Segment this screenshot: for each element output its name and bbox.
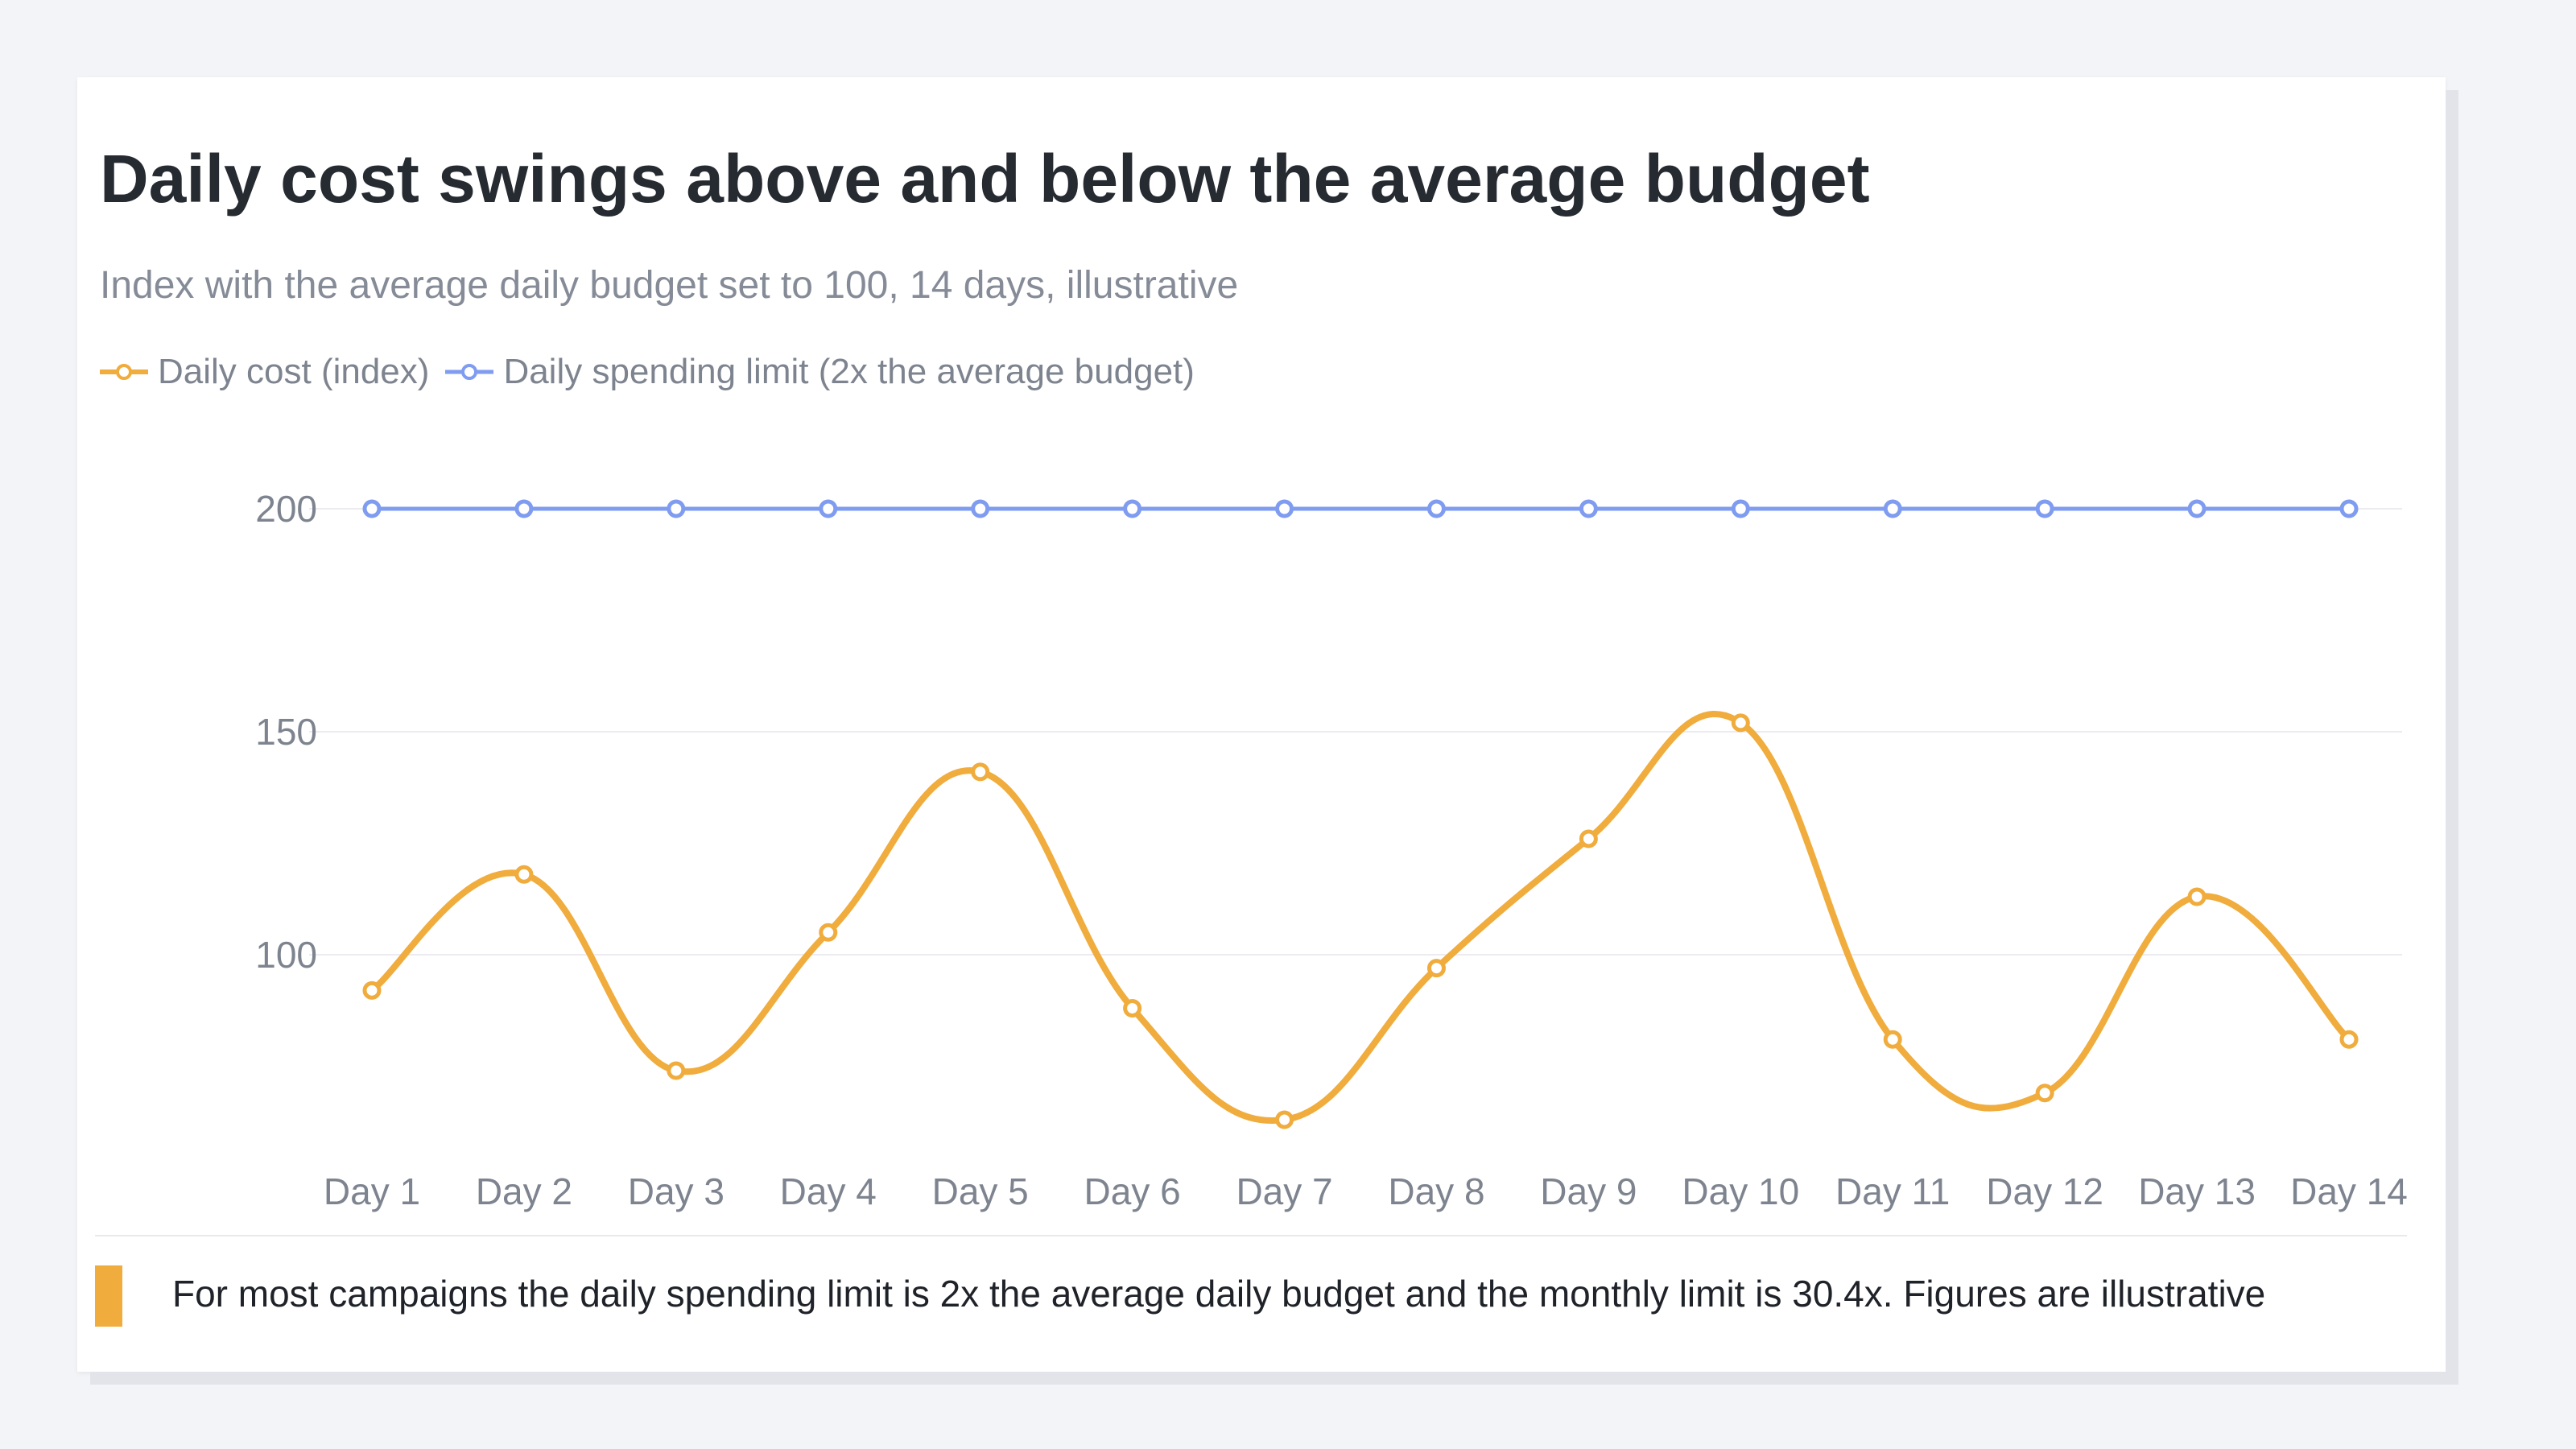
data-point-limit-day-3: [667, 499, 686, 518]
data-point-cost-day-6: [1123, 998, 1142, 1018]
data-point-cost-day-12: [2035, 1084, 2054, 1103]
data-point-cost-day-4: [819, 923, 838, 942]
data-point-cost-day-8: [1426, 959, 1446, 978]
x-tick-label-14: Day 14: [2290, 1170, 2408, 1212]
x-tick-label-4: Day 4: [780, 1170, 877, 1212]
x-tick-label-8: Day 8: [1388, 1170, 1484, 1212]
chart-subtitle: Index with the average daily budget set …: [100, 264, 1239, 307]
x-tick-label-3: Day 3: [628, 1170, 724, 1212]
data-point-limit-day-5: [971, 499, 990, 518]
y-tick-label-100: 100: [255, 934, 317, 976]
data-point-limit-day-13: [2187, 499, 2207, 518]
y-tick-label-200: 200: [255, 488, 317, 530]
legend-swatch-limit: [445, 364, 494, 380]
data-point-limit-day-8: [1426, 499, 1446, 518]
data-point-limit-day-4: [819, 499, 838, 518]
x-tick-label-12: Day 12: [1986, 1170, 2103, 1212]
legend-label-limit: Daily spending limit (2x the average bud…: [503, 352, 1195, 391]
data-point-cost-day-3: [667, 1061, 686, 1080]
data-point-limit-day-11: [1883, 499, 1902, 518]
x-tick-label-9: Day 9: [1540, 1170, 1637, 1212]
chart-title: Daily cost swings above and below the av…: [100, 141, 1870, 217]
x-tick-label-1: Day 1: [324, 1170, 420, 1212]
x-tick-label-13: Day 13: [2138, 1170, 2256, 1212]
data-point-cost-day-10: [1731, 713, 1750, 733]
data-point-cost-day-7: [1275, 1110, 1294, 1129]
x-tick-label-11: Day 11: [1835, 1170, 1950, 1212]
legend-item-limit[interactable]: Daily spending limit (2x the average bud…: [445, 352, 1195, 392]
y-tick-label-150: 150: [255, 711, 317, 753]
data-point-limit-day-7: [1275, 499, 1294, 518]
data-point-cost-day-13: [2187, 887, 2207, 906]
legend-label-cost: Daily cost (index): [158, 352, 430, 391]
footer-divider: [95, 1235, 2407, 1236]
note-accent-bar: [95, 1265, 122, 1327]
x-tick-label-6: Day 6: [1084, 1170, 1181, 1212]
x-tick-label-10: Day 10: [1682, 1170, 1799, 1212]
data-point-limit-day-12: [2035, 499, 2054, 518]
data-point-cost-day-9: [1579, 829, 1598, 848]
footnote: For most campaigns the daily spending li…: [172, 1273, 2266, 1315]
legend-swatch-cost: [100, 364, 148, 380]
data-point-cost-day-5: [971, 762, 990, 782]
data-point-limit-day-6: [1123, 499, 1142, 518]
chart-card: [77, 77, 2446, 1372]
data-point-limit-day-14: [2339, 499, 2359, 518]
data-point-cost-day-1: [362, 980, 382, 1000]
data-point-limit-day-9: [1579, 499, 1598, 518]
x-tick-label-5: Day 5: [932, 1170, 1029, 1212]
x-tick-label-2: Day 2: [476, 1170, 572, 1212]
data-point-limit-day-2: [514, 499, 534, 518]
series-line-cost: [369, 710, 2352, 1124]
x-tick-label-7: Day 7: [1236, 1170, 1332, 1212]
data-point-cost-day-11: [1883, 1030, 1902, 1049]
data-point-cost-day-14: [2339, 1030, 2359, 1049]
legend-item-cost[interactable]: Daily cost (index): [100, 352, 429, 392]
chart-legend: Daily cost (index) Daily spending limit …: [100, 348, 1195, 396]
data-point-cost-day-2: [514, 865, 534, 884]
data-point-limit-day-10: [1731, 499, 1750, 518]
data-point-limit-day-1: [362, 499, 382, 518]
